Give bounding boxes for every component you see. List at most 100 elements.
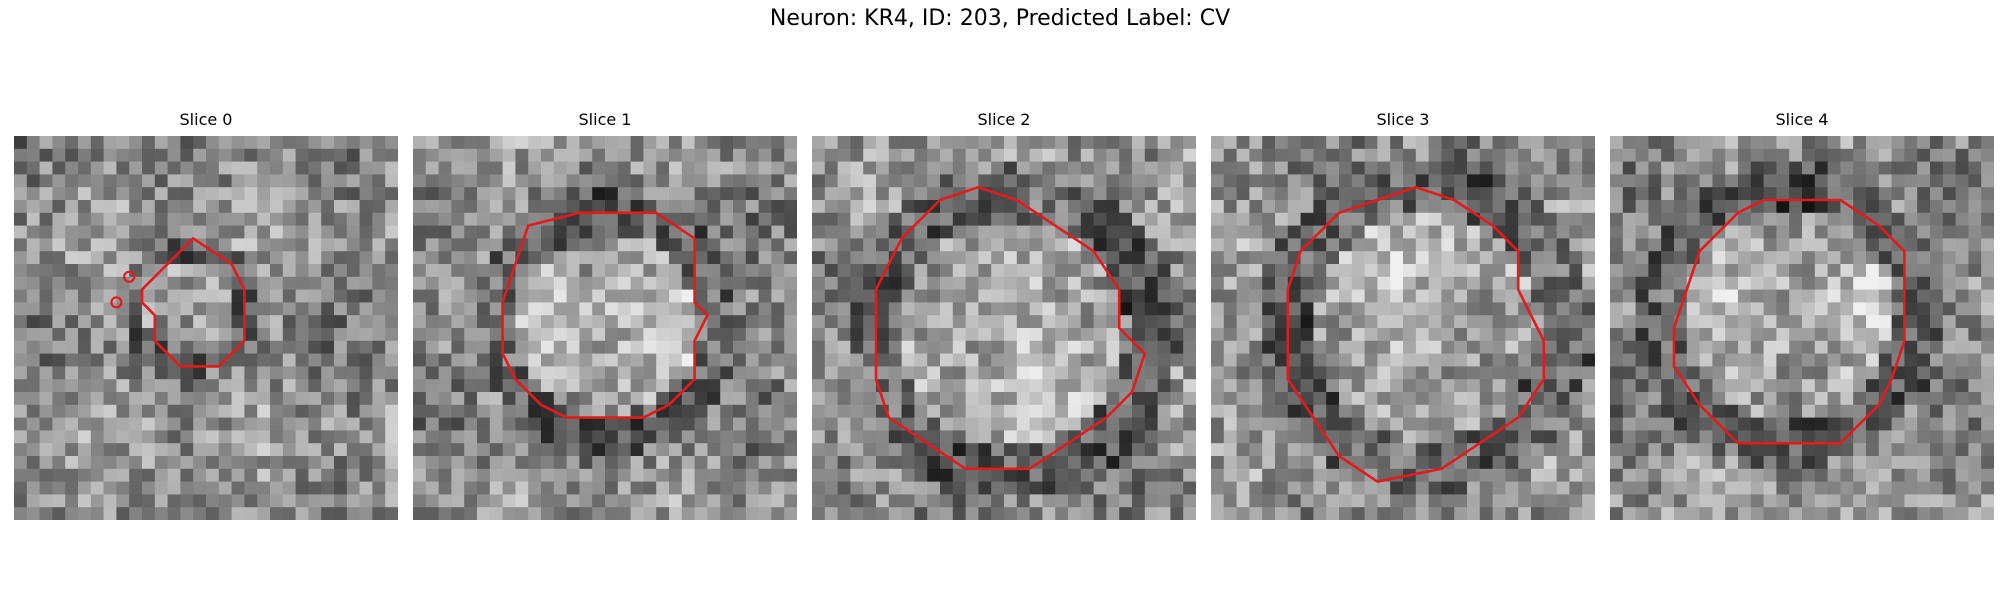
image-pixel <box>1016 456 1031 470</box>
image-pixel <box>1712 392 1726 406</box>
image-pixel <box>863 302 877 316</box>
image-pixel <box>758 238 772 252</box>
image-pixel <box>669 136 683 150</box>
image-pixel <box>1725 379 1739 393</box>
image-pixel <box>1750 328 1765 342</box>
image-pixel <box>1428 238 1442 252</box>
image-pixel <box>1635 238 1649 252</box>
image-pixel <box>876 507 890 520</box>
image-pixel <box>656 328 670 342</box>
image-pixel <box>308 353 322 367</box>
image-pixel <box>579 174 593 188</box>
image-pixel <box>1763 494 1777 508</box>
image-pixel <box>39 225 53 239</box>
image-pixel <box>1275 238 1289 252</box>
image-pixel <box>1853 136 1867 150</box>
image-pixel <box>90 315 105 329</box>
image-pixel <box>78 251 92 265</box>
image-pixel <box>617 417 632 431</box>
image-pixel <box>1055 136 1069 150</box>
image-pixel <box>1313 366 1327 380</box>
image-pixel <box>346 174 361 188</box>
image-pixel <box>1955 276 1969 291</box>
image-pixel <box>270 174 284 188</box>
image-pixel <box>359 443 373 457</box>
image-pixel <box>477 225 491 239</box>
image-pixel <box>515 302 529 316</box>
image-pixel <box>65 468 79 483</box>
image-pixel <box>1119 456 1133 470</box>
image-pixel <box>65 187 79 201</box>
image-pixel <box>1582 340 1595 355</box>
image-pixel <box>541 148 555 163</box>
image-pixel <box>720 379 734 393</box>
image-pixel <box>965 353 979 367</box>
image-pixel <box>78 161 92 175</box>
image-pixel <box>1968 481 1982 495</box>
image-pixel <box>1531 302 1545 316</box>
image-pixel <box>1415 379 1430 393</box>
image-pixel <box>837 187 851 201</box>
image-pixel <box>1866 315 1880 329</box>
image-pixel <box>1055 161 1069 175</box>
image-pixel <box>1428 161 1442 175</box>
image-pixel <box>346 302 361 316</box>
image-pixel <box>592 174 606 188</box>
image-pixel <box>103 353 117 367</box>
image-pixel <box>771 264 785 278</box>
image-pixel <box>1505 328 1519 342</box>
image-pixel <box>1776 430 1790 444</box>
image-pixel <box>52 430 66 444</box>
image-pixel <box>1287 494 1302 508</box>
image-pixel <box>1556 481 1570 495</box>
image-pixel <box>940 251 954 265</box>
image-pixel <box>1505 468 1519 483</box>
image-pixel <box>1364 494 1378 508</box>
image-pixel <box>1262 289 1276 303</box>
image-pixel <box>39 353 53 367</box>
image-pixel <box>282 238 297 252</box>
image-pixel <box>592 225 606 239</box>
image-pixel <box>1364 353 1378 367</box>
image-pixel <box>940 264 954 278</box>
image-pixel <box>876 200 890 214</box>
image-pixel <box>26 443 41 457</box>
image-pixel <box>1157 251 1171 265</box>
image-pixel <box>1814 328 1829 342</box>
image-pixel <box>812 328 826 342</box>
image-pixel <box>180 379 194 393</box>
image-pixel <box>656 366 670 380</box>
image-pixel <box>901 238 915 252</box>
image-pixel <box>681 238 696 252</box>
image-pixel <box>784 161 797 175</box>
image-pixel <box>1249 187 1263 201</box>
image-pixel <box>1093 136 1107 150</box>
image-pixel <box>1211 443 1225 457</box>
image-pixel <box>901 507 915 520</box>
image-pixel <box>656 148 670 163</box>
image-pixel <box>1042 328 1056 342</box>
image-pixel <box>771 404 785 419</box>
image-pixel <box>334 392 348 406</box>
image-pixel <box>1776 468 1790 483</box>
image-pixel <box>1789 443 1803 457</box>
image-pixel <box>52 251 66 265</box>
image-pixel <box>605 392 619 406</box>
image-pixel <box>116 136 130 150</box>
image-pixel <box>694 353 708 367</box>
image-pixel <box>1068 328 1082 342</box>
image-pixel <box>888 212 903 227</box>
image-pixel <box>940 315 954 329</box>
image-pixel <box>1144 148 1159 163</box>
image-pixel <box>1610 315 1624 329</box>
image-pixel <box>720 494 734 508</box>
image-pixel <box>643 392 657 406</box>
image-pixel <box>1144 417 1159 431</box>
image-pixel <box>605 315 619 329</box>
image-pixel <box>1853 507 1867 520</box>
image-pixel <box>1686 225 1701 239</box>
image-pixel <box>308 315 322 329</box>
image-pixel <box>1236 417 1250 431</box>
image-pixel <box>257 238 271 252</box>
image-pixel <box>464 238 478 252</box>
